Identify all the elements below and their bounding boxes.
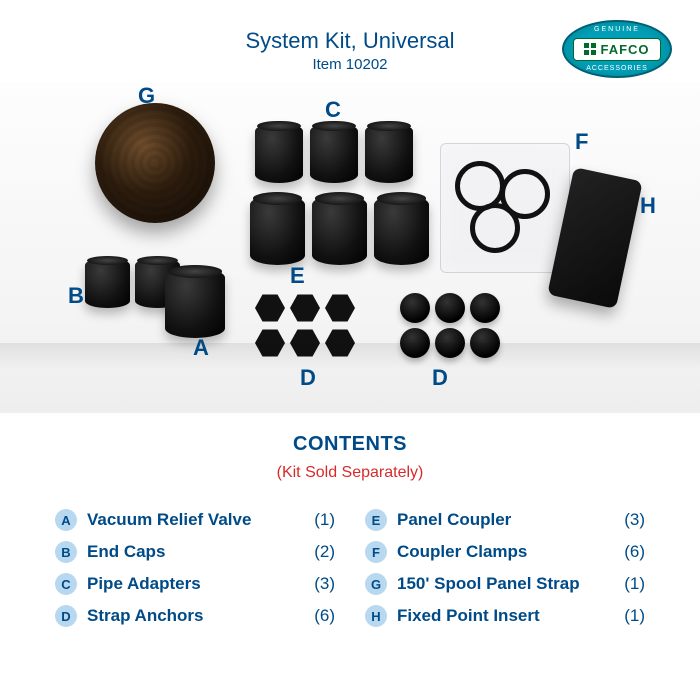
part-strap-anchor bbox=[470, 293, 500, 323]
kit-photo-area: G C F H B A E D D bbox=[0, 83, 700, 413]
legend-qty: (3) bbox=[314, 574, 335, 594]
part-pipe-adapter bbox=[255, 123, 303, 183]
legend-item-D: D Strap Anchors (6) bbox=[55, 600, 335, 632]
legend-qty: (3) bbox=[624, 510, 645, 530]
part-end-cap bbox=[85, 258, 130, 308]
legend-badge: G bbox=[365, 573, 387, 595]
part-strap-anchor bbox=[435, 293, 465, 323]
part-pipe-adapter bbox=[365, 123, 413, 183]
legend-label: End Caps bbox=[87, 542, 314, 562]
legend-qty: (2) bbox=[314, 542, 335, 562]
legend-item-E: E Panel Coupler (3) bbox=[365, 504, 645, 536]
callout-B: B bbox=[68, 283, 84, 309]
legend-badge: C bbox=[55, 573, 77, 595]
legend-item-G: G 150' Spool Panel Strap (1) bbox=[365, 568, 645, 600]
legend-label: Panel Coupler bbox=[397, 510, 624, 530]
part-panel-coupler bbox=[250, 195, 305, 265]
legend-badge: E bbox=[365, 509, 387, 531]
brand-seal: GENUINE FAFCO ACCESSORIES bbox=[562, 20, 672, 78]
part-strap-anchor bbox=[400, 293, 430, 323]
legend-item-A: A Vacuum Relief Valve (1) bbox=[55, 504, 335, 536]
legend-qty: (6) bbox=[624, 542, 645, 562]
part-panel-coupler bbox=[374, 195, 429, 265]
legend-item-H: H Fixed Point Insert (1) bbox=[365, 600, 645, 632]
callout-F: F bbox=[575, 129, 588, 155]
legend-label: Fixed Point Insert bbox=[397, 606, 624, 626]
callout-D2: D bbox=[432, 365, 448, 391]
contents-legend: A Vacuum Relief Valve (1) E Panel Couple… bbox=[55, 504, 645, 632]
callout-A: A bbox=[193, 335, 209, 361]
part-strap-anchor bbox=[325, 293, 355, 323]
legend-item-B: B End Caps (2) bbox=[55, 536, 335, 568]
part-panel-coupler bbox=[312, 195, 367, 265]
callout-C: C bbox=[325, 97, 341, 123]
legend-badge: H bbox=[365, 605, 387, 627]
part-strap-anchor bbox=[255, 293, 285, 323]
legend-badge: D bbox=[55, 605, 77, 627]
contents-section: CONTENTS (Kit Sold Separately) A Vacuum … bbox=[0, 433, 700, 632]
part-coupler-clamp bbox=[470, 203, 520, 253]
seal-arc-top: GENUINE bbox=[594, 26, 640, 33]
legend-label: Coupler Clamps bbox=[397, 542, 624, 562]
contents-heading: CONTENTS bbox=[0, 433, 700, 456]
legend-badge: F bbox=[365, 541, 387, 563]
legend-qty: (6) bbox=[314, 606, 335, 626]
legend-qty: (1) bbox=[624, 606, 645, 626]
legend-item-C: C Pipe Adapters (3) bbox=[55, 568, 335, 600]
callout-E: E bbox=[290, 263, 305, 289]
legend-item-F: F Coupler Clamps (6) bbox=[365, 536, 645, 568]
legend-label: Vacuum Relief Valve bbox=[87, 510, 314, 530]
legend-label: Pipe Adapters bbox=[87, 574, 314, 594]
part-vacuum-relief-valve bbox=[165, 268, 225, 338]
legend-label: Strap Anchors bbox=[87, 606, 314, 626]
callout-D1: D bbox=[300, 365, 316, 391]
legend-badge: A bbox=[55, 509, 77, 531]
part-spool bbox=[95, 103, 215, 223]
seal-arc-bottom: ACCESSORIES bbox=[586, 65, 648, 72]
part-strap-anchor bbox=[290, 293, 320, 323]
brand-logo-icon bbox=[584, 43, 596, 55]
brand-name: FAFCO bbox=[573, 38, 660, 61]
callout-H: H bbox=[640, 193, 656, 219]
part-pipe-adapter bbox=[310, 123, 358, 183]
legend-label: 150' Spool Panel Strap bbox=[397, 574, 624, 594]
sold-separately-note: (Kit Sold Separately) bbox=[0, 464, 700, 482]
shadow-band bbox=[0, 343, 700, 369]
legend-qty: (1) bbox=[314, 510, 335, 530]
legend-qty: (1) bbox=[624, 574, 645, 594]
callout-G: G bbox=[138, 83, 155, 109]
legend-badge: B bbox=[55, 541, 77, 563]
